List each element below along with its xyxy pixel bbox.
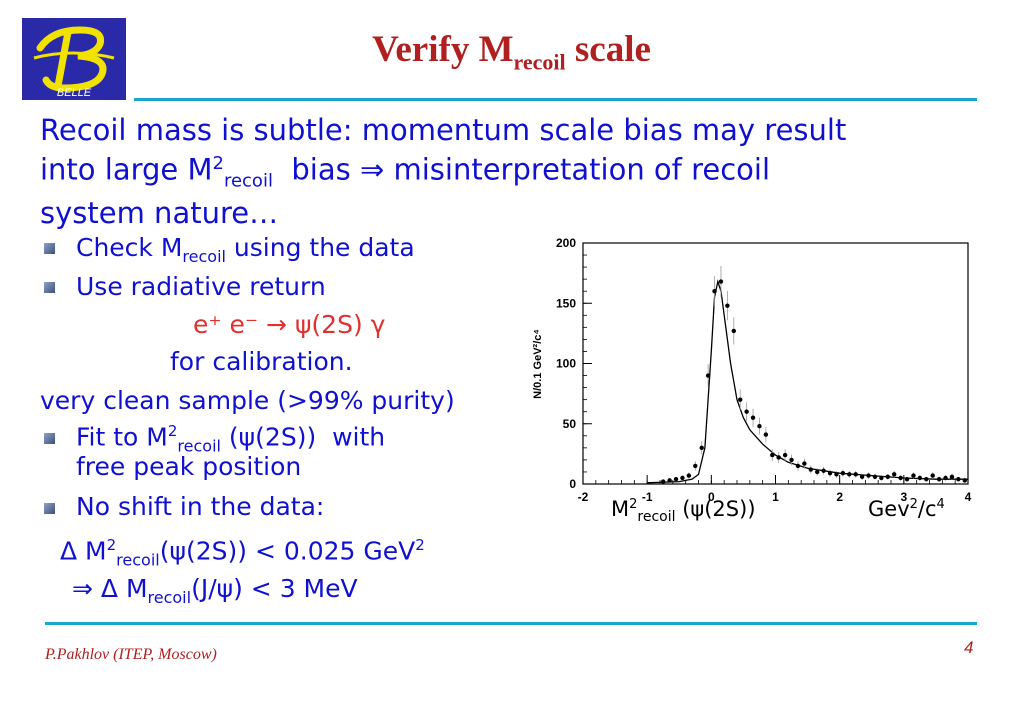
bullet-fit-cont: free peak position	[76, 452, 301, 481]
data-point	[751, 416, 755, 420]
data-point	[898, 476, 902, 480]
data-point	[712, 289, 716, 293]
bullet-check-mrecoil: Check Mrecoil using the data	[76, 233, 415, 266]
y-axis-label: N/0.1 GeV²/c⁴	[532, 329, 544, 399]
data-point	[725, 303, 729, 307]
data-point	[661, 479, 665, 483]
x-tick-label: 1	[772, 490, 779, 504]
bullet-marker	[44, 282, 55, 293]
y-tick-label: 200	[556, 236, 576, 250]
data-point	[950, 475, 954, 479]
bullet-radiative-return: Use radiative return	[76, 272, 326, 301]
logo-text: BELLE	[57, 87, 92, 99]
data-point	[802, 461, 806, 465]
bullet-no-shift: No shift in the data:	[76, 492, 324, 521]
data-point	[963, 478, 967, 482]
result-m2: Δ M2recoil(ψ(2S)) < 0.025 GeV2	[60, 536, 425, 569]
data-point	[828, 471, 832, 475]
data-point	[834, 472, 838, 476]
data-point	[866, 473, 870, 477]
reaction-formula: e⁺ e⁻ → ψ(2S) γ	[193, 310, 385, 339]
data-point	[693, 464, 697, 468]
top-divider	[134, 98, 977, 101]
data-point	[687, 473, 691, 477]
data-point	[956, 477, 960, 481]
data-point	[892, 472, 896, 476]
data-point	[757, 424, 761, 428]
bullet-marker	[44, 243, 55, 254]
data-point	[847, 472, 851, 476]
data-point	[924, 477, 928, 481]
plot-frame	[583, 243, 968, 484]
clean-sample-text: very clean sample (>99% purity)	[40, 386, 455, 415]
intro-paragraph: Recoil mass is subtle: momentum scale bi…	[40, 114, 980, 230]
y-tick-label: 50	[563, 417, 577, 431]
data-point	[764, 432, 768, 436]
data-point	[783, 453, 787, 457]
x-tick-label: -2	[578, 490, 589, 504]
data-point	[732, 329, 736, 333]
data-point	[809, 467, 813, 471]
data-point	[911, 473, 915, 477]
data-point	[744, 410, 748, 414]
data-point	[770, 453, 774, 457]
x-tick-label: 4	[965, 490, 972, 504]
page-number: 4	[964, 638, 973, 658]
data-point	[719, 279, 723, 283]
bullet-marker	[44, 503, 55, 514]
data-point	[943, 476, 947, 480]
y-tick-label: 150	[556, 296, 576, 310]
data-point	[873, 475, 877, 479]
data-point	[738, 397, 742, 401]
data-point	[854, 472, 858, 476]
data-point	[789, 458, 793, 462]
data-point	[841, 471, 845, 475]
x-tick-label: 2	[836, 490, 843, 504]
data-point	[674, 477, 678, 481]
bullet-marker	[44, 433, 55, 444]
data-point	[931, 473, 935, 477]
data-point	[918, 476, 922, 480]
data-point	[815, 470, 819, 474]
data-point	[796, 464, 800, 468]
data-point	[879, 476, 883, 480]
data-point	[860, 475, 864, 479]
page-title: Verify Mrecoil scale	[0, 28, 1023, 75]
data-point	[680, 476, 684, 480]
data-point	[700, 446, 704, 450]
result-m: ⇒ Δ Mrecoil(J/ψ) < 3 MeV	[72, 574, 358, 607]
data-point	[777, 455, 781, 459]
data-point	[706, 373, 710, 377]
bullet-fit: Fit to M2recoil (ψ(2S)) with	[76, 422, 385, 455]
data-point	[821, 469, 825, 473]
calibration-text: for calibration.	[170, 347, 353, 376]
data-point	[886, 475, 890, 479]
footer-author: P.Pakhlov (ITEP, Moscow)	[45, 646, 217, 664]
fit-curve	[647, 282, 968, 483]
bottom-divider	[45, 622, 977, 625]
y-tick-label: 0	[569, 477, 576, 491]
data-point	[905, 477, 909, 481]
y-tick-label: 100	[556, 357, 576, 371]
x-axis-label: M2recoil (ψ(2S))	[611, 497, 756, 525]
data-point	[937, 477, 941, 481]
x-axis-unit: Gev2/c4	[868, 497, 945, 521]
data-point	[667, 478, 671, 482]
